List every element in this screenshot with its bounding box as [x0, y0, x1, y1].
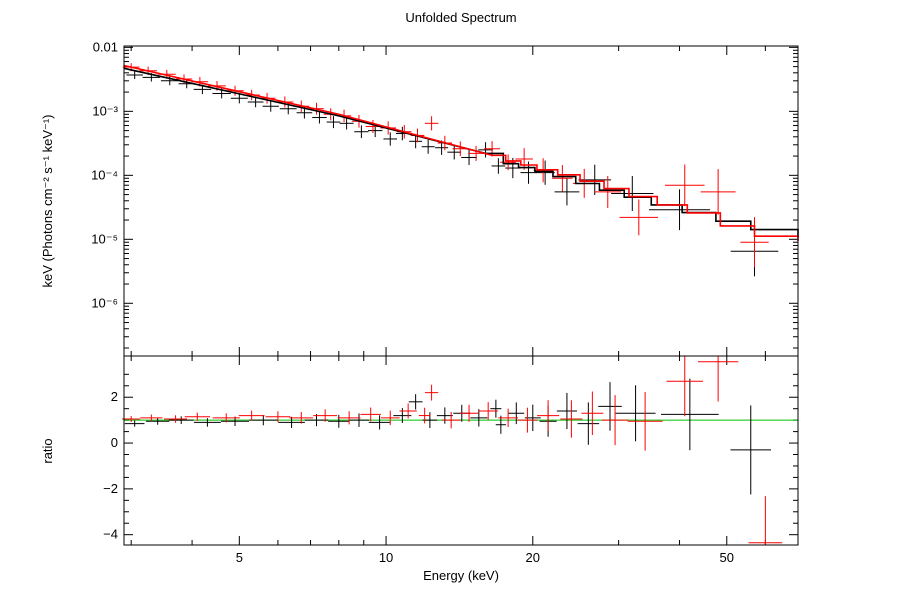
model-curve	[123, 64, 799, 242]
spectrum-y-axis-label: keV (Photons cm⁻² s⁻¹ keV⁻¹)	[40, 114, 55, 287]
x-axis-label: Energy (keV)	[423, 568, 499, 583]
x-tick-label: 50	[720, 550, 734, 565]
ratio-y-tick-label: −2	[103, 481, 118, 496]
spectrum-panel-frame	[123, 45, 799, 357]
spectrum-y-tick-label: 10⁻³	[92, 103, 118, 118]
ratio-y-axis-label: ratio	[40, 438, 55, 463]
ratio-y-tick-label: −4	[103, 527, 118, 542]
model-curve	[123, 67, 799, 238]
chart-title: Unfolded Spectrum	[405, 10, 516, 25]
ratio-panel-frame	[123, 355, 799, 546]
ratio-y-tick-label: 0	[111, 435, 118, 450]
spectrum-y-tick-label: 10⁻⁵	[91, 231, 118, 246]
ratio-y-tick-label: 2	[111, 389, 118, 404]
spectrum-y-tick-label: 10⁻⁶	[91, 295, 118, 310]
x-tick-label: 10	[379, 550, 393, 565]
x-tick-label: 20	[526, 550, 540, 565]
x-tick-label: 5	[236, 550, 243, 565]
spectrum-y-tick-label: 10⁻⁴	[91, 167, 118, 182]
spectrum-y-tick-label: 0.01	[93, 39, 118, 54]
